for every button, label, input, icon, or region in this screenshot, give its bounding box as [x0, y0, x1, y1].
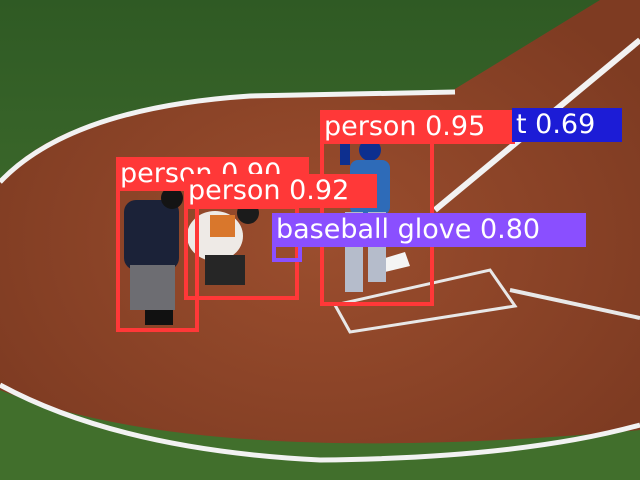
- label-baseball-glove: baseball glove 0.80: [272, 213, 586, 247]
- bottom-circle-line: [0, 382, 640, 463]
- baseline-right: [509, 288, 640, 320]
- umpire-figure: [124, 187, 183, 325]
- label-person-catcher: person 0.92: [184, 174, 377, 208]
- batters-box: [332, 268, 518, 334]
- batters-circle-line: [0, 89, 456, 184]
- label-baseball-bat: t 0.69: [512, 108, 622, 142]
- label-person-batter: person 0.95: [320, 110, 515, 144]
- dirt-edge: [0, 390, 640, 480]
- catcher-figure: [187, 202, 259, 285]
